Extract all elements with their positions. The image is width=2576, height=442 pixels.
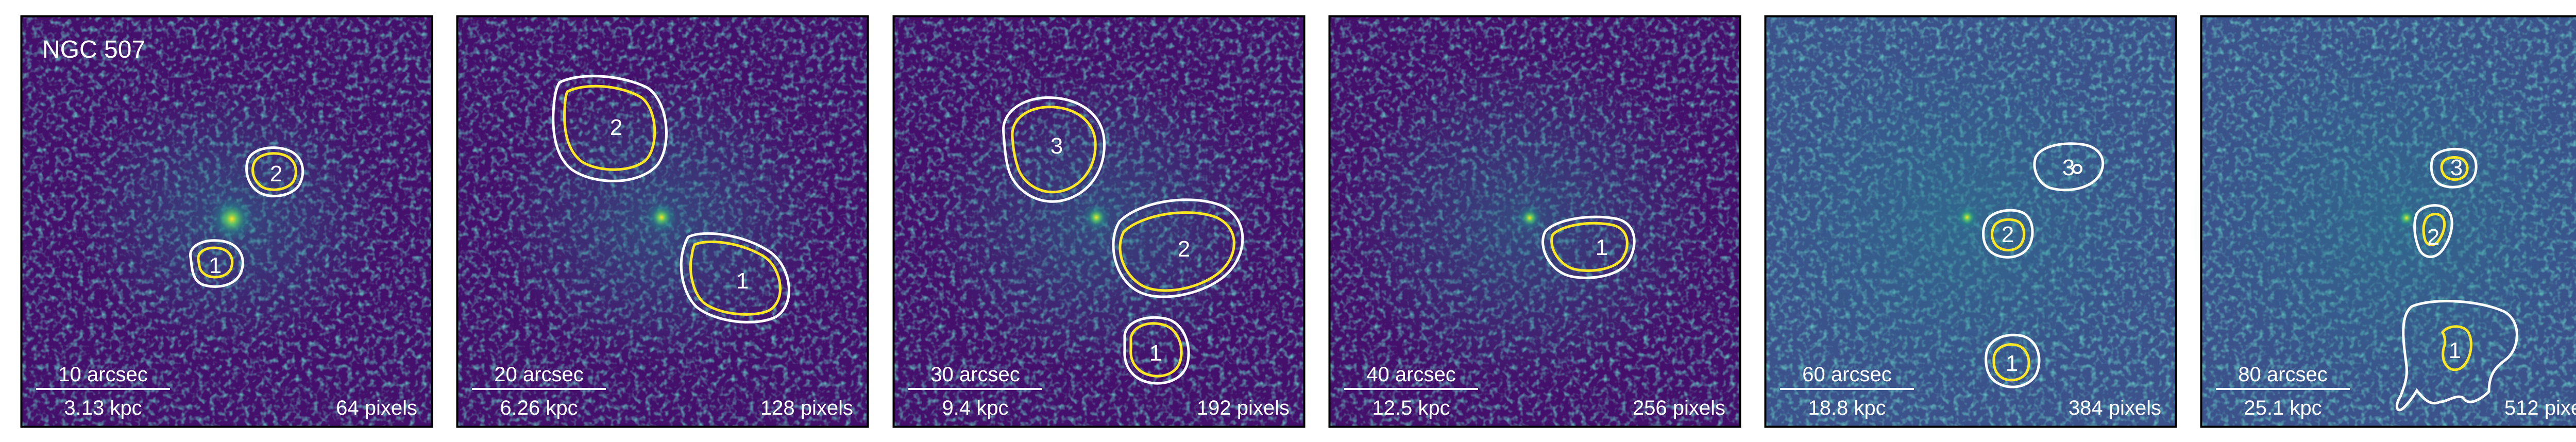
cavity-1: 1: [1985, 333, 2041, 388]
cavity-label: 1: [2449, 338, 2461, 363]
galaxy-core: [2396, 208, 2417, 228]
scale-kpc: 9.4 kpc: [942, 397, 1009, 419]
white-contour: [2413, 204, 2453, 259]
cavity-label: 3: [2450, 155, 2463, 180]
cavity-1: 1: [1123, 316, 1190, 385]
yellow-contour: [1011, 106, 1097, 194]
cavity-label: 2: [1178, 236, 1190, 262]
cavity-label: 3: [1050, 133, 1063, 159]
white-contour: [2033, 142, 2105, 192]
size-label: 192 pixels: [1197, 397, 1290, 419]
panel-frame: [456, 15, 869, 428]
yellow-contour: [2440, 156, 2469, 181]
scale-kpc: 25.1 kpc: [2244, 397, 2321, 419]
white-contour: [189, 239, 244, 288]
size-label: 128 pixels: [760, 397, 853, 419]
yellow-contour: [563, 84, 656, 171]
cavity-label: 1: [209, 253, 222, 278]
galaxy-core: [1956, 206, 1978, 229]
cavity-3: 3: [2033, 142, 2105, 192]
white-contour: [1982, 209, 2034, 259]
cavity-2: 2: [245, 146, 304, 198]
cavity-3: 3: [2430, 147, 2478, 189]
cavity-label: 1: [2006, 351, 2018, 376]
scale-kpc: 6.26 kpc: [500, 397, 578, 419]
yellow-contour: [2441, 325, 2472, 371]
cavity-1: 1: [189, 239, 244, 288]
panel-frame: [2200, 15, 2576, 428]
scale-arcsec: 10 arcsec: [58, 363, 147, 386]
white-contour: [1123, 316, 1190, 385]
panel-2: 2 1 20 arcsec 6.26 kpc 128 pixels: [456, 15, 869, 428]
cavity-label: 2: [2002, 222, 2014, 247]
cavity-1: 1: [680, 232, 790, 324]
yellow-contour: [1991, 218, 2026, 252]
panel-4: 1 40 arcsec 12.5 kpc 256 pixels: [1328, 15, 1741, 428]
scale-arcsec: 60 arcsec: [1802, 363, 1891, 386]
cavity-2: 2: [1982, 209, 2034, 259]
scale-kpc: 12.5 kpc: [1372, 397, 1450, 419]
cavity-label: 1: [736, 268, 749, 294]
yellow-contour: [1992, 343, 2030, 382]
size-label: 256 pixels: [1633, 397, 1725, 419]
panel-title: NGC 507: [42, 36, 145, 63]
size-label: 384 pixels: [2069, 397, 2161, 419]
scale-kpc: 18.8 kpc: [1808, 397, 1886, 419]
small-contour: [2072, 164, 2082, 174]
panel-5: 3 2 1 60 arcsec 18.8 kpc 384 pixels: [1764, 15, 2177, 428]
white-contour: [1002, 96, 1106, 203]
yellow-contour: [689, 240, 782, 316]
white-contour: [1541, 215, 1636, 279]
galaxy-core: [1083, 204, 1110, 231]
yellow-contour: [1129, 322, 1183, 378]
scale-kpc: 3.13 kpc: [64, 397, 142, 419]
white-contour: [245, 146, 304, 198]
scale-arcsec: 20 arcsec: [494, 363, 583, 386]
yellow-contour: [197, 246, 234, 279]
cavity-label: 2: [2427, 225, 2439, 250]
scale-arcsec: 80 arcsec: [2238, 363, 2327, 386]
panel-frame: [1328, 15, 1741, 428]
yellow-contour: [251, 152, 297, 191]
cavity-label: 1: [1149, 341, 1162, 366]
cavity-1: 1: [1541, 215, 1636, 279]
panel-frame: [892, 15, 1306, 428]
panel-frame: [1764, 15, 2177, 428]
yellow-contour: [2422, 213, 2446, 247]
white-contour: [552, 75, 668, 182]
galaxy-core: [646, 202, 677, 233]
cavity-3: 3: [1002, 96, 1106, 203]
white-contour: [2430, 147, 2478, 189]
yellow-contour: [1118, 211, 1235, 292]
white-contour: [2396, 300, 2518, 412]
cavity-2: 2: [2413, 204, 2453, 259]
cavity-2: 2: [552, 75, 668, 182]
panel-1: NGC 507 2 1 10 arcsec 3.13 kpc 64 pixels: [20, 15, 433, 428]
galaxy-core: [1517, 206, 1542, 230]
white-contour: [680, 232, 790, 324]
size-label: 512 pixels: [2504, 397, 2576, 419]
scale-arcsec: 40 arcsec: [1366, 363, 1455, 386]
cavity-label: 2: [270, 161, 282, 186]
white-contour: [1112, 198, 1244, 298]
galaxy-core: [210, 197, 253, 241]
panel-frame: [20, 15, 433, 428]
cavity-label: 2: [610, 115, 622, 140]
cavity-1: 1: [2396, 300, 2518, 412]
cavity-label: 3: [2062, 155, 2075, 180]
cavity-2: 2: [1112, 198, 1244, 298]
panel-6: 3 2 1 80 arcsec 25.1 kpc 512 pixels: [2190, 15, 2576, 428]
cavity-label: 1: [1596, 235, 1608, 260]
scale-arcsec: 30 arcsec: [930, 363, 1020, 386]
diffuse-halo: [2190, 36, 2576, 407]
panel-3: 3 2 1 30 arcsec 9.4 kpc 192 pixels: [892, 15, 1306, 428]
size-label: 64 pixels: [336, 397, 417, 419]
yellow-contour: [1550, 222, 1629, 272]
white-contour: [1985, 333, 2041, 388]
